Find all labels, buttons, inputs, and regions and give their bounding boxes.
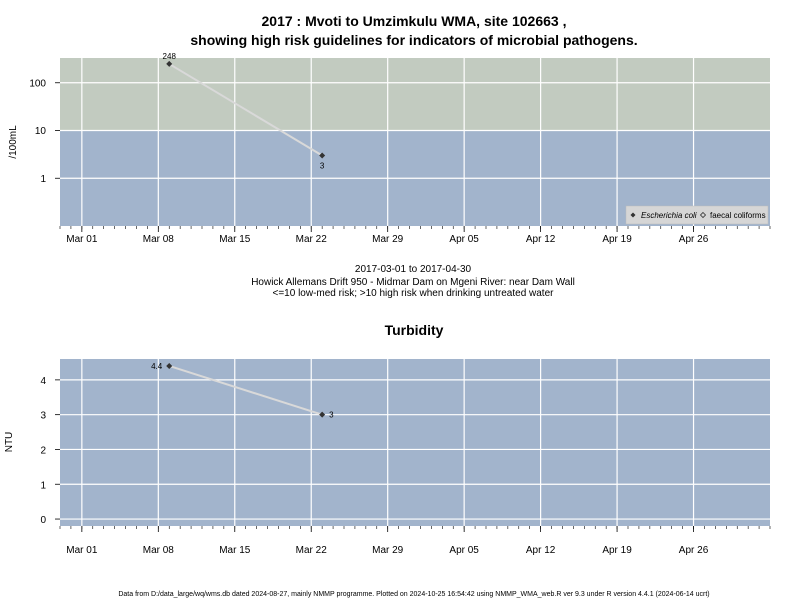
- data-label: 4.4: [151, 362, 163, 371]
- y-tick-label: 1: [40, 174, 46, 185]
- x-tick-label: Apr 26: [679, 545, 709, 556]
- x-tick-label: Apr 19: [602, 545, 632, 556]
- y-axis: 1 10 100: [29, 78, 60, 185]
- x-tick-label: Apr 12: [526, 234, 556, 245]
- y-tick-label: 3: [40, 411, 46, 422]
- x-tick-label: Mar 01: [66, 234, 98, 245]
- x-tick-label: Mar 22: [296, 234, 328, 245]
- data-point: [319, 411, 326, 418]
- series-line: [168, 63, 323, 157]
- data-point: [319, 152, 326, 159]
- y-axis-label: NTU: [4, 432, 15, 453]
- legend-marker-ecoli: [630, 212, 636, 218]
- turbidity-band: [60, 359, 770, 526]
- y-tick-label: 10: [35, 126, 47, 137]
- legend-marker-faecal: [699, 211, 707, 219]
- y-tick-label: 4: [40, 376, 46, 387]
- y-tick-label: 100: [29, 78, 46, 89]
- y-tick-label: 1: [40, 480, 46, 491]
- legend: Escherichia coli faecal coliforms: [625, 205, 769, 225]
- y-axis-label: /100mL: [8, 125, 19, 159]
- x-tick-label: Mar 15: [219, 545, 251, 556]
- footer-note: Data from D:/data_large/wq/wms.db dated …: [118, 591, 709, 598]
- caption-site: Howick Allemans Drift 950 - Midmar Dam o…: [251, 277, 575, 288]
- x-tick-label: Mar 29: [372, 234, 404, 245]
- x-axis: Mar 01 Mar 08 Mar 15 Mar 22 Mar 29 Apr 05 Apr …: [59, 526, 771, 556]
- x-tick-label: Apr 12: [526, 545, 556, 556]
- x-tick-label: Mar 08: [143, 234, 175, 245]
- y-axis: 0 1 2 3 4: [40, 376, 60, 526]
- x-tick-label: Apr 26: [679, 234, 709, 245]
- x-axis: Mar 01 Mar 08 Mar 15 Mar 22 Mar 29 Apr 05 Apr …: [59, 226, 771, 245]
- legend-box: [625, 205, 769, 225]
- turbidity-title: Turbidity: [385, 322, 444, 338]
- data-label: 3: [320, 161, 325, 170]
- chart-title-line2: showing high risk guidelines for indicat…: [190, 32, 637, 48]
- x-tick-label: Mar 15: [219, 234, 251, 245]
- x-tick-label: Mar 22: [296, 545, 328, 556]
- grid-lines: [60, 58, 770, 226]
- data-point: [166, 60, 173, 67]
- grid-lines: [60, 359, 770, 526]
- x-tick-label: Mar 08: [143, 545, 175, 556]
- x-tick-label: Apr 19: [602, 234, 632, 245]
- legend-entry-ecoli: Escherichia coli: [641, 211, 697, 220]
- x-tick-label: Apr 05: [449, 545, 479, 556]
- data-point: [166, 362, 173, 369]
- y-tick-label: 0: [40, 515, 46, 526]
- legend-entry-faecal: faecal coliforms: [710, 211, 766, 220]
- x-tick-label: Mar 01: [66, 545, 98, 556]
- turbidity-series: 4.43: [151, 362, 334, 420]
- x-tick-label: Apr 05: [449, 234, 479, 245]
- data-label: 248: [163, 52, 177, 61]
- chart-title-line1: 2017 : Mvoti to Umzimkulu WMA, site 1026…: [262, 13, 567, 29]
- y-tick-label: 2: [40, 445, 46, 456]
- ecoli-series: 248 3: [163, 52, 326, 170]
- series-line: [168, 365, 323, 416]
- caption-date-range: 2017-03-01 to 2017-04-30: [355, 264, 472, 275]
- x-tick-label: Mar 29: [372, 545, 404, 556]
- high-risk-band: [60, 58, 770, 131]
- microbial-chart: 2017 : Mvoti to Umzimkulu WMA, site 1026…: [8, 13, 771, 299]
- caption-risk: <=10 low-med risk; >10 high risk when dr…: [273, 288, 555, 299]
- data-label: 3: [329, 411, 334, 420]
